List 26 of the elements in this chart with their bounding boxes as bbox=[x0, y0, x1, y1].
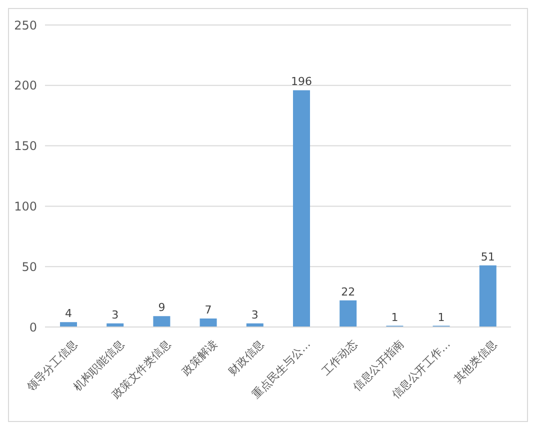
bar bbox=[60, 322, 77, 327]
y-tick-label: 0 bbox=[29, 320, 37, 334]
data-label: 9 bbox=[158, 301, 166, 314]
data-label: 1 bbox=[438, 310, 445, 324]
y-tick-label: 250 bbox=[14, 18, 37, 32]
data-label: 51 bbox=[480, 250, 495, 264]
bar bbox=[200, 318, 217, 327]
y-tick-label: 100 bbox=[14, 199, 37, 214]
bar bbox=[293, 90, 310, 327]
data-label: 4 bbox=[65, 307, 72, 320]
y-tick-label: 150 bbox=[14, 139, 37, 154]
data-label: 22 bbox=[341, 285, 356, 298]
bar bbox=[479, 265, 496, 327]
data-label: 196 bbox=[291, 75, 312, 88]
bar bbox=[340, 300, 357, 327]
x-tick-label: 政策解读 bbox=[180, 338, 220, 378]
data-label: 3 bbox=[251, 308, 258, 322]
data-label: 1 bbox=[391, 310, 398, 324]
x-tick-label: 财政信息 bbox=[226, 338, 266, 378]
data-label: 3 bbox=[112, 308, 119, 322]
data-label: 7 bbox=[204, 304, 212, 317]
x-tick-label: 其他类信息 bbox=[451, 338, 500, 386]
y-tick-label: 50 bbox=[22, 260, 37, 274]
y-tick-label: 200 bbox=[14, 78, 37, 93]
bar bbox=[153, 316, 170, 327]
x-tick-label: 工作动态 bbox=[319, 338, 360, 378]
